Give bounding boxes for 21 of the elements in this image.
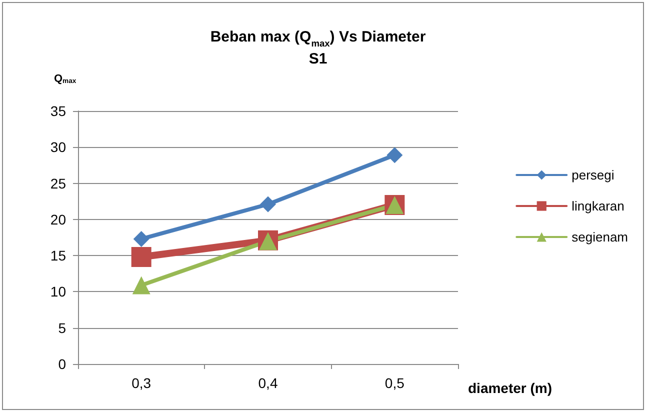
chart-subtitle: S1 xyxy=(308,50,328,68)
legend-label: lingkaran xyxy=(572,198,624,214)
legend-label: persegi xyxy=(572,168,614,182)
y-tick-label: 10 xyxy=(50,284,66,300)
point xyxy=(133,230,150,247)
point xyxy=(132,276,150,294)
point xyxy=(386,147,403,164)
y-tick-label: 0 xyxy=(58,356,66,372)
y-tick-label: 20 xyxy=(50,211,66,228)
x-axis-title: diameter (m) xyxy=(468,380,552,396)
x-tick-label: 0,5 xyxy=(384,375,405,391)
y-tick-label: 25 xyxy=(50,175,66,192)
y-tick-label: 35 xyxy=(50,103,66,119)
x-tick-label: 0,4 xyxy=(258,375,278,391)
y-tick-label: 15 xyxy=(50,248,66,264)
legend-label: segienam xyxy=(572,230,628,244)
y-tick-label: 30 xyxy=(50,139,66,156)
point xyxy=(260,196,276,212)
x-tick-label: 0,3 xyxy=(132,375,152,391)
y-tick-label: 5 xyxy=(58,320,66,336)
point xyxy=(131,247,152,268)
